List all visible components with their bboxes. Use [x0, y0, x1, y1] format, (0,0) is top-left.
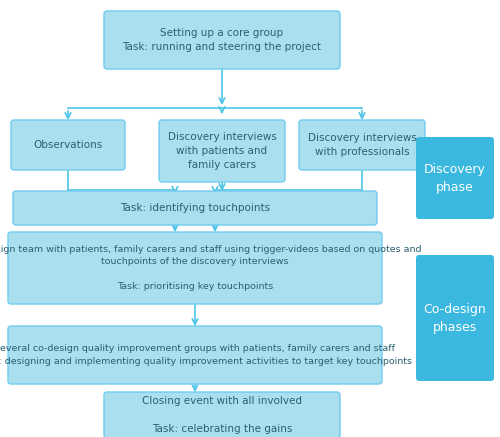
Text: Discovery interviews
with professionals: Discovery interviews with professionals: [308, 133, 416, 157]
FancyBboxPatch shape: [104, 11, 340, 69]
Text: Co-design team with patients, family carers and staff using trigger-videos based: Co-design team with patients, family car…: [0, 245, 422, 291]
FancyBboxPatch shape: [8, 232, 382, 304]
Text: Several co-design quality improvement groups with patients, family carers and st: Several co-design quality improvement gr…: [0, 344, 412, 366]
FancyBboxPatch shape: [416, 255, 494, 381]
FancyBboxPatch shape: [13, 191, 377, 225]
Text: Discovery
phase: Discovery phase: [424, 163, 486, 194]
FancyBboxPatch shape: [159, 120, 285, 182]
FancyBboxPatch shape: [11, 120, 125, 170]
Text: Discovery interviews
with patients and
family carers: Discovery interviews with patients and f…: [168, 132, 276, 170]
FancyBboxPatch shape: [416, 137, 494, 219]
Text: Observations: Observations: [34, 140, 102, 150]
FancyBboxPatch shape: [8, 326, 382, 384]
FancyBboxPatch shape: [104, 392, 340, 437]
Text: Co-design
phases: Co-design phases: [424, 302, 486, 333]
Text: Closing event with all involved

Task: celebrating the gains: Closing event with all involved Task: ce…: [142, 396, 302, 434]
Text: Setting up a core group
Task: running and steering the project: Setting up a core group Task: running an…: [122, 28, 322, 52]
FancyBboxPatch shape: [299, 120, 425, 170]
Text: Task: identifying touchpoints: Task: identifying touchpoints: [120, 203, 270, 213]
